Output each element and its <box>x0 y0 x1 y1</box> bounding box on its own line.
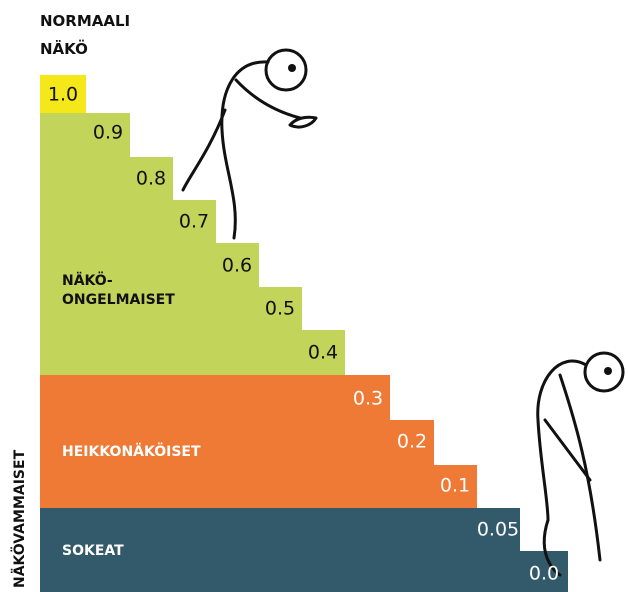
step-label: 0.9 <box>93 122 123 144</box>
step-label: 0.2 <box>397 431 427 453</box>
step-label: 0.7 <box>179 211 209 233</box>
step-label: 0.4 <box>308 342 338 364</box>
infographic: NORMAALI NÄKÖ NÄKÖ- ONGELMAISET HEIKKONÄ… <box>0 0 628 592</box>
step-label: 0.6 <box>222 255 252 277</box>
step-label: 0.8 <box>136 168 166 190</box>
step-label: 0.3 <box>353 388 383 410</box>
header-line: NÄKÖ <box>40 39 88 58</box>
region-label: HEIKKONÄKÖISET <box>62 442 201 460</box>
step-label: 0.5 <box>265 298 295 320</box>
region-impaired <box>40 113 345 375</box>
step-label: 0.0 <box>529 563 559 585</box>
step-label: 1.0 <box>48 84 78 106</box>
side-label: NÄKÖVAMMAISET <box>10 449 28 588</box>
step-label: 0.1 <box>440 475 470 497</box>
header-line: NORMAALI <box>40 12 130 30</box>
region-label: ONGELMAISET <box>62 292 175 308</box>
figure-bottom <box>538 353 623 575</box>
step-label: 0.05 <box>477 519 519 541</box>
region-label: NÄKÖ- <box>62 271 113 289</box>
region-label: SOKEAT <box>62 543 124 559</box>
